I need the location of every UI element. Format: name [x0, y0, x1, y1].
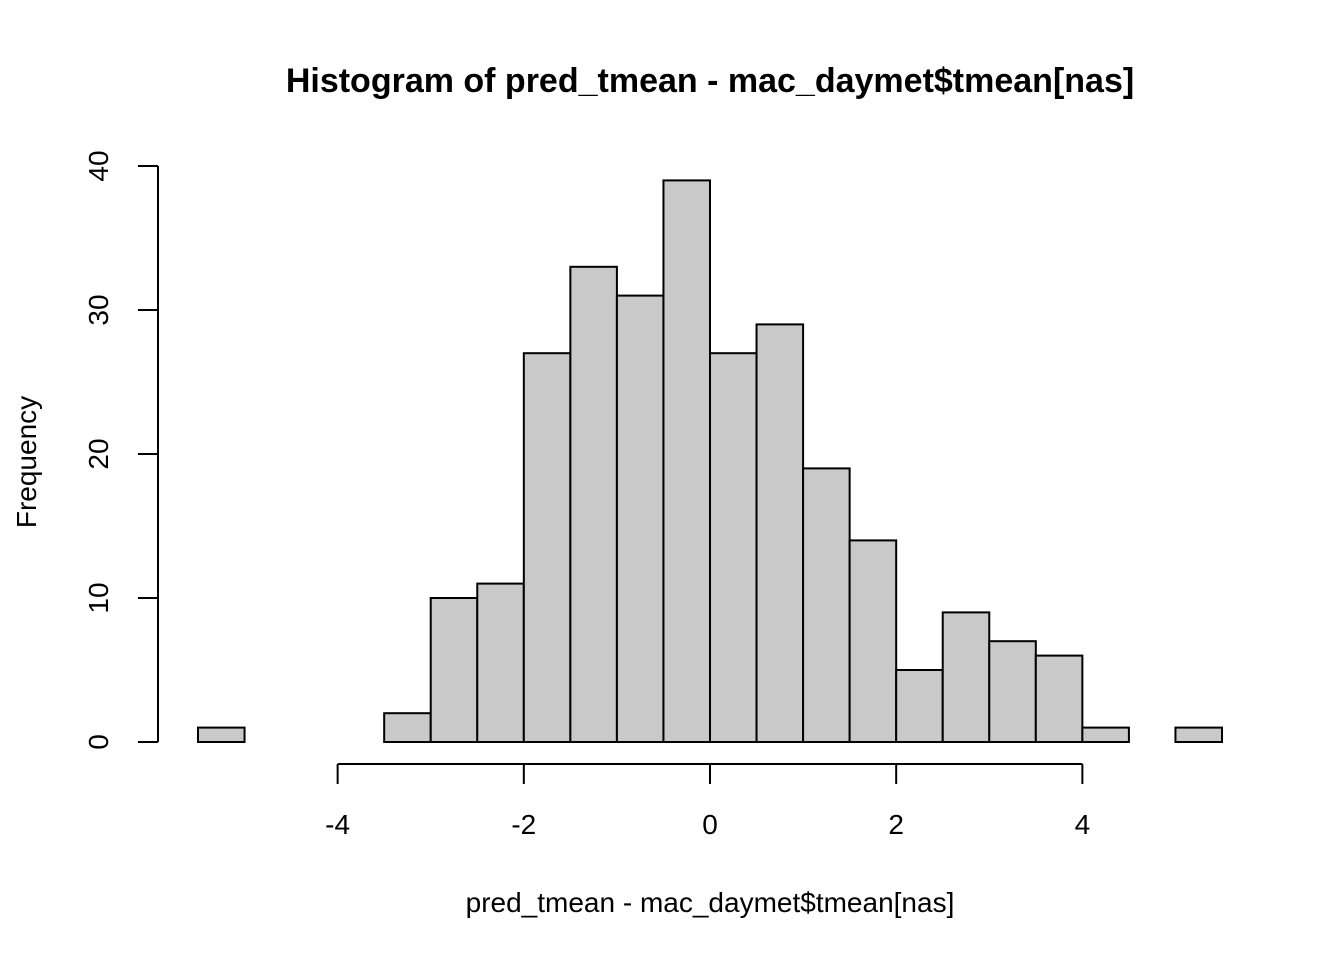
histogram-bar: [383, 712, 432, 744]
histogram-bar: [1174, 726, 1224, 743]
x-axis: -4 -2 0 2 4: [325, 763, 1091, 840]
histogram-bar: [1034, 654, 1084, 743]
x-axis-label: pred_tmean - mac_daymet$tmean[nas]: [466, 887, 955, 918]
y-tick-label: 20: [83, 438, 114, 469]
histogram-bar: [988, 640, 1037, 744]
bars-group: [197, 179, 1224, 744]
histogram-bar: [662, 179, 711, 743]
histogram-bar: [895, 669, 944, 743]
y-axis-label: Frequency: [11, 396, 42, 528]
x-tick-label: -4: [325, 809, 350, 840]
histogram-bar: [615, 294, 665, 743]
x-tick-label: 0: [702, 809, 718, 840]
histogram-bar: [476, 582, 525, 743]
histogram-bar: [941, 611, 991, 744]
y-tick-label: 0: [83, 734, 114, 750]
y-axis: 0 10 20 30 40: [83, 150, 159, 750]
histogram-bar: [802, 467, 851, 743]
histogram-bar: [848, 539, 898, 744]
x-tick-label: 2: [888, 809, 904, 840]
x-tick-label: -2: [511, 809, 536, 840]
histogram-bar: [569, 265, 618, 743]
y-tick-label: 40: [83, 150, 114, 181]
histogram-bar: [709, 352, 758, 743]
histogram-bar: [429, 597, 479, 743]
chart-title: Histogram of pred_tmean - mac_daymet$tme…: [286, 62, 1134, 100]
histogram-bar: [755, 323, 805, 743]
histogram-bar: [522, 352, 572, 743]
y-tick-label: 30: [83, 294, 114, 325]
histogram-bar: [1081, 726, 1130, 743]
y-tick-label: 10: [83, 582, 114, 613]
x-tick-label: 4: [1075, 809, 1091, 840]
histogram-bar: [197, 726, 246, 743]
